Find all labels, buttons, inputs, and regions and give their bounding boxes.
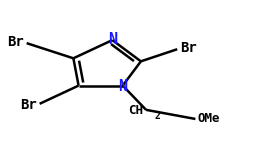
Text: OMe: OMe xyxy=(198,112,221,125)
Text: CH: CH xyxy=(128,104,144,117)
Text: Br: Br xyxy=(20,98,37,112)
Text: Br: Br xyxy=(7,35,24,49)
Text: Br: Br xyxy=(180,41,197,55)
Text: 2: 2 xyxy=(155,111,161,121)
Text: N: N xyxy=(118,79,127,94)
Text: N: N xyxy=(108,32,117,47)
